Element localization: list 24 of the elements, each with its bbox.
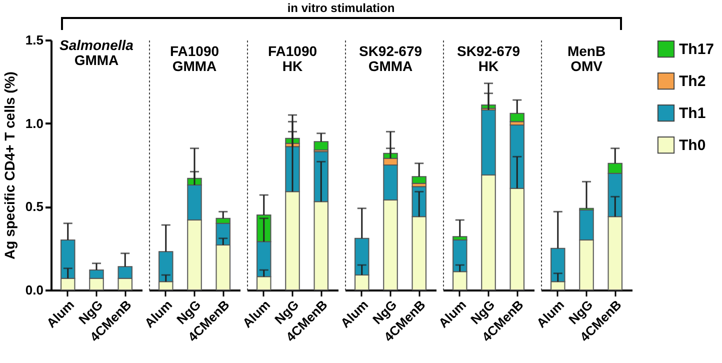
bar bbox=[510, 112, 524, 122]
text: HK bbox=[478, 58, 499, 74]
legend-label: Th2 bbox=[679, 73, 706, 90]
chart-title: Salmonella bbox=[60, 37, 134, 53]
y-tick-label: 0.0 bbox=[25, 282, 44, 298]
legend-label: Th17 bbox=[679, 41, 714, 58]
bar bbox=[412, 176, 426, 184]
legend-label: Th1 bbox=[679, 105, 706, 122]
text: GMMA bbox=[368, 58, 413, 74]
text: in vitro stimulation bbox=[286, 1, 396, 15]
legend-label: Th0 bbox=[679, 137, 706, 154]
y-axis-title: Ag specific CD4+ T cells (%) bbox=[1, 72, 18, 260]
chart-title: SK92-679 bbox=[456, 43, 520, 59]
text: OMV bbox=[570, 58, 604, 74]
chart-title: SK92-679 bbox=[358, 43, 422, 59]
chart-title: FA1090 bbox=[170, 43, 220, 59]
y-tick-label: 1.0 bbox=[25, 116, 44, 131]
y-tick-label: 0.5 bbox=[25, 199, 44, 214]
text: HK bbox=[282, 58, 303, 74]
y-tick-label: 1.5 bbox=[25, 32, 44, 48]
text: GMMA bbox=[172, 58, 217, 74]
chart-title: FA1090 bbox=[268, 43, 318, 59]
text: GMMA bbox=[74, 52, 119, 68]
chart-title: MenB bbox=[567, 43, 606, 59]
